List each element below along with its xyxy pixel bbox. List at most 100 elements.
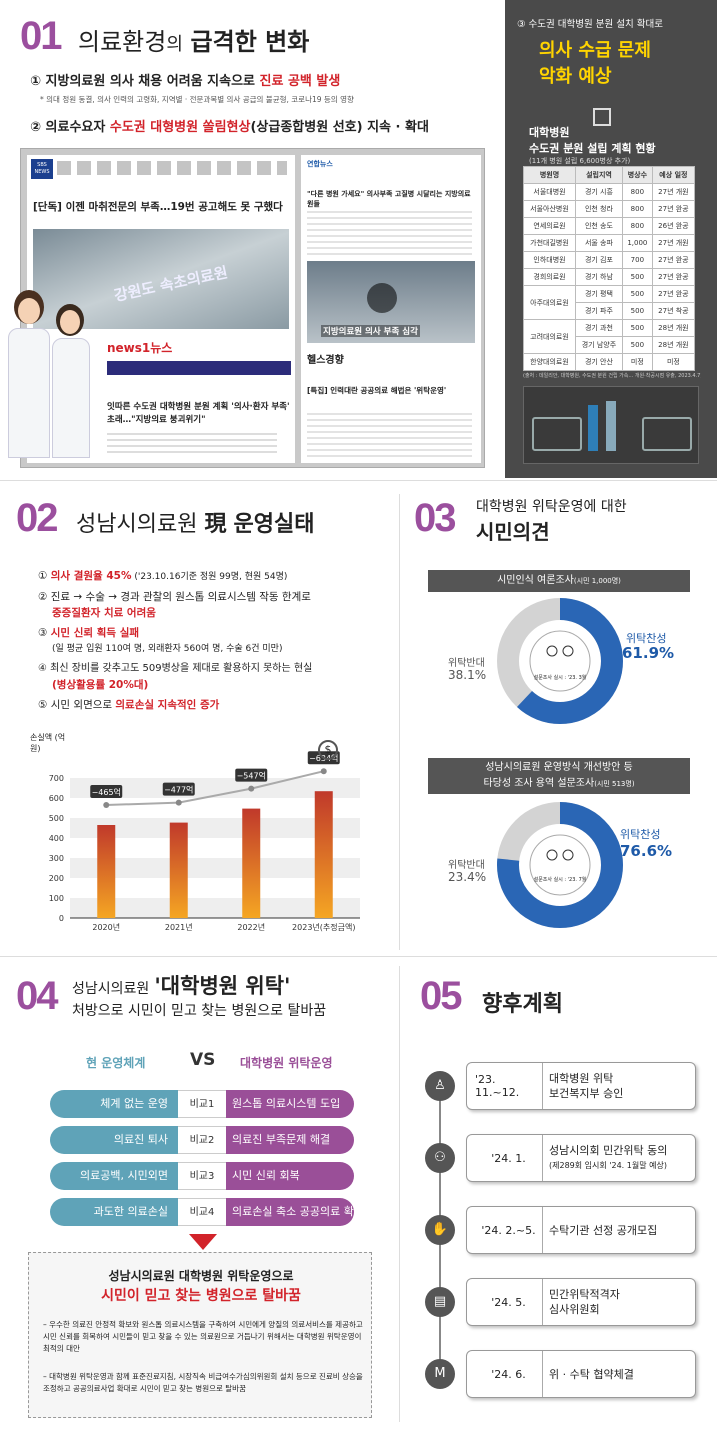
news-article-yonhap: 연합뉴스 "다른 병원 가세요" 의사부족 고질병 시달리는 지방의료원들 지방…	[301, 155, 481, 463]
doctors-photo: 지방의료원 의사 부족 심각	[307, 261, 475, 343]
university-system-heading: 대학병원 위탁운영	[240, 1056, 333, 1070]
section-title: 성남시의료원 現 운영실태	[76, 512, 315, 537]
current-system-heading: 현 운영체계	[86, 1056, 146, 1070]
side-label: ③ 수도권 대학병원 분원 설치 확대로	[517, 19, 663, 30]
section-title-1: 대학병원 위탁운영에 대한	[476, 499, 627, 515]
timeline-item: '24. 2.~5. 수탁기관 선정 공개모집	[466, 1206, 696, 1254]
survey2-disagree-label: 위탁반대	[448, 860, 485, 871]
survey2-agree-label: 위탁찬성	[620, 828, 661, 841]
survey2-date: 설문조사 실시 : '23. 7월	[533, 877, 587, 883]
person-icon	[546, 645, 558, 657]
section-number: 05	[420, 974, 462, 1018]
comparison-left: 의료공백, 시민외면	[50, 1162, 178, 1190]
section-title: 의료환경의 급격한 변화	[78, 28, 310, 56]
hospital-beds-illustration	[523, 386, 699, 464]
trend-point	[320, 768, 327, 775]
document-icon: ▤	[425, 1287, 455, 1317]
grid-band	[70, 878, 360, 898]
grid-band	[70, 778, 360, 798]
comparison-right: 의료진 부족문제 해결	[226, 1126, 354, 1154]
table-row: 서울대병원 경기 시흥 800 27년 개원	[523, 183, 696, 201]
data-label-bg	[90, 785, 123, 798]
bar	[97, 825, 116, 918]
people-icon: ⚇	[425, 1143, 455, 1173]
grid-band	[70, 858, 360, 878]
divider	[0, 956, 717, 957]
data-label-bg	[235, 768, 268, 782]
donut-chart-1	[497, 598, 623, 724]
contract-icon: M	[425, 1359, 455, 1389]
donut-chart-2	[497, 802, 623, 928]
comparison-label: 비교3	[178, 1162, 226, 1190]
data-label: −547억	[237, 771, 266, 781]
x-tick-label: 2023년(추정금액)	[292, 922, 355, 932]
survey1-header: 시민인식 여론조사(시민 1,000명)	[428, 570, 690, 592]
survey1-agree-value: 61.9%	[622, 644, 675, 662]
side-headline-1: 의사 수급 문제	[539, 40, 651, 61]
podium-icon: ♙	[425, 1071, 455, 1101]
section-title: 향후계획	[482, 992, 563, 1017]
data-label: −477억	[164, 785, 193, 795]
coins-icon: $	[318, 740, 338, 760]
trend-line	[106, 770, 324, 806]
person-icon	[546, 849, 558, 861]
health-headline: [특집] 인력대란 공공의료 해법은 '위탁운영'	[307, 386, 447, 395]
table-row: 고려대의료원 경기 과천 500 28년 개원	[523, 319, 696, 354]
chart-svg: 0 100 200 300 400 500 600 700 2020년 2021년 2022년 202…	[49, 751, 360, 932]
survey1-disagree-value: 38.1%	[448, 668, 487, 682]
table-title-1: 대학병원	[529, 126, 570, 139]
y-tick-label: 0	[59, 914, 64, 923]
conclusion-title-2: 시민이 믿고 찾는 병원으로 탈바꿈	[101, 1288, 301, 1304]
donut-center	[529, 834, 591, 896]
conclusion-box: 성남시의료원 대학병원 위탁운영으로 시민이 믿고 찾는 병원으로 탈바꿈 – …	[28, 1252, 372, 1418]
comparison-label: 비교4	[178, 1198, 226, 1226]
comparison-right: 의료손실 축소 공공의료 확대	[226, 1198, 354, 1226]
survey1-disagree-label: 위탁반대	[448, 658, 485, 669]
trend-point	[103, 802, 110, 808]
news-headline: [단독] 이젠 마취전문의 부족…19번 공고해도 못 구했다	[33, 201, 283, 213]
y-tick-label: 400	[49, 834, 64, 843]
bar	[314, 791, 333, 918]
survey2-disagree-value: 23.4%	[448, 870, 487, 884]
building-icon	[593, 108, 611, 126]
yonhap-logo: 연합뉴스	[307, 160, 333, 168]
table-subtitle: (11개 병원 설립 6,600병상 추가)	[529, 157, 631, 165]
donut-slice-agree	[497, 598, 623, 724]
table-row: 경기 파주 500 27년 착공	[524, 302, 696, 320]
divider	[399, 494, 400, 950]
bar	[169, 822, 188, 918]
handshake-icon: ✋	[425, 1215, 455, 1245]
conclusion-title-1: 성남시의료원 대학병원 위탁운영으로	[108, 1269, 294, 1283]
point-1: ① 지방의료원 의사 채용 어려움 지속으로 진료 공백 발생	[30, 74, 341, 89]
comparison-label: 비교1	[178, 1090, 226, 1118]
survey2-header: 성남시의료원 운영방식 개선방안 등 타당성 조사 용역 설문조사(시민 513…	[428, 758, 690, 794]
point-2: ② 의료수요자 수도권 대형병원 쏠림현상(상급종합병원 선호) 지속 · 확대	[30, 120, 429, 135]
x-tick-label: 2022년	[237, 922, 265, 932]
point-1-note: * 의대 정원 동결, 의사 인력의 고령화, 지역별 · 전문과목별 의사 공…	[40, 95, 354, 104]
data-label-bg	[162, 782, 195, 796]
person-icon	[562, 645, 574, 657]
y-tick-label: 500	[49, 814, 64, 823]
table-title-2: 수도권 분원 설립 계획 현황	[529, 142, 656, 155]
divider	[0, 480, 717, 481]
comparison-label: 비교2	[178, 1126, 226, 1154]
survey1-agree-label: 위탁찬성	[626, 632, 667, 645]
comparison-left: 체계 없는 운영	[50, 1090, 178, 1118]
section-title-2: 시민의견	[476, 520, 550, 544]
news1-nav	[107, 361, 291, 375]
data-label: −465억	[92, 787, 121, 797]
vs-label: VS	[190, 1050, 216, 1070]
donut-center	[529, 630, 591, 692]
comparison-left: 과도한 의료손실	[50, 1198, 178, 1226]
hospital-table: 병원명 설립지역 병상수 예상 일정 서울대병원 경기 시흥 800 27년 개원 서…	[523, 166, 696, 371]
conclusion-bullet-2: – 대학병원 위탁운영과 함께 표준진료지침, 시장직속 비급여수가심의위원회 …	[43, 1372, 363, 1393]
table-row: 가천대길병원 서울 송파 1,000 27년 개원	[523, 234, 696, 252]
bar	[242, 808, 261, 918]
x-tick-label: 2020년	[92, 922, 120, 932]
y-tick-label: 200	[49, 874, 64, 883]
side-panel: ③ 수도권 대학병원 분원 설치 확대로 의사 수급 문제 악화 예상 대학병원…	[505, 0, 717, 478]
conclusion-bullet-1: – 우수한 의료진 안정적 확보와 원스톱 의료시스템을 구축하여 시민에게 양…	[43, 1320, 363, 1353]
news1-headline: 잇따른 수도권 대학병원 분원 계획 '의사·환자 부족' 초래…"지방의료 붕…	[107, 402, 290, 425]
health-logo: 헬스경향	[307, 355, 344, 366]
comparison-left: 의료진 퇴사	[50, 1126, 178, 1154]
